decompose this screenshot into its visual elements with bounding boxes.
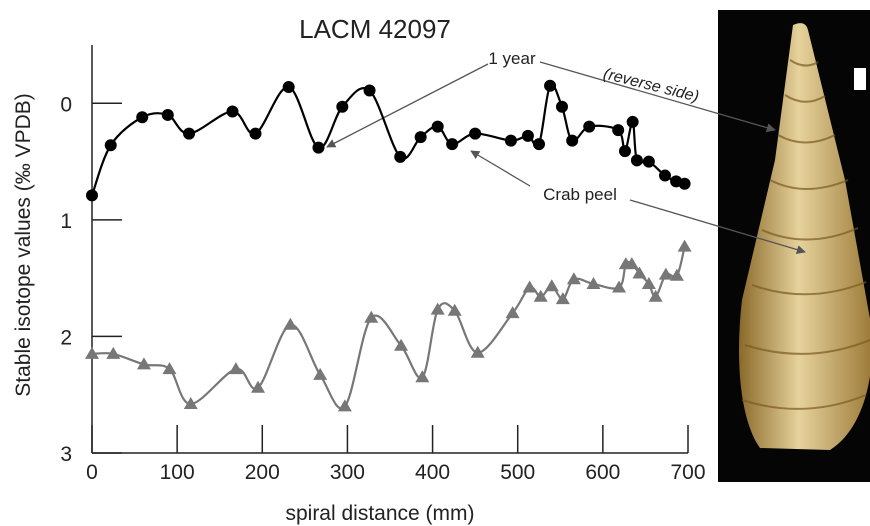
point — [447, 303, 462, 316]
point — [544, 79, 557, 92]
point — [430, 302, 445, 315]
point — [470, 345, 485, 358]
point — [504, 134, 517, 147]
point — [626, 115, 639, 128]
point — [624, 257, 639, 270]
shell-photo — [718, 10, 870, 482]
point — [337, 399, 352, 412]
point — [363, 84, 376, 97]
point — [431, 120, 444, 133]
point — [226, 105, 239, 118]
point — [612, 280, 627, 293]
point — [648, 289, 663, 302]
point — [251, 380, 266, 393]
point — [161, 108, 174, 121]
point — [183, 397, 198, 410]
point — [630, 154, 643, 167]
point — [336, 100, 349, 113]
x-tick-label: 0 — [86, 461, 98, 484]
x-tick-label: 700 — [670, 461, 705, 484]
point — [282, 80, 295, 93]
point — [566, 134, 579, 147]
point — [586, 276, 601, 289]
point — [249, 127, 262, 140]
point — [505, 306, 520, 319]
x-tick-label: 600 — [585, 461, 620, 484]
point — [669, 268, 684, 281]
point — [136, 357, 151, 370]
series-line — [91, 246, 686, 410]
point — [394, 150, 407, 163]
x-tick-label: 500 — [500, 461, 535, 484]
point — [104, 139, 117, 152]
point — [642, 155, 655, 168]
point — [677, 239, 692, 252]
point — [641, 276, 656, 289]
y-tick-label: 1 — [60, 210, 72, 233]
series-line — [90, 83, 685, 196]
point — [469, 127, 482, 140]
point — [522, 280, 537, 293]
point — [313, 367, 328, 380]
point — [659, 169, 672, 182]
annotation: (reverse side) — [602, 66, 701, 106]
point — [555, 100, 568, 113]
y-tick-label: 2 — [60, 326, 72, 349]
point — [312, 141, 325, 154]
point — [136, 111, 149, 124]
point — [85, 346, 99, 359]
point — [583, 120, 596, 133]
y-tick-label: 0 — [60, 93, 72, 116]
y-axis-label: Stable isotope values (‰ VPDB) — [12, 93, 35, 396]
x-tick-label: 300 — [330, 461, 365, 484]
point — [566, 272, 581, 285]
annotation: 1 year — [488, 49, 536, 68]
point — [162, 362, 177, 375]
point — [86, 189, 98, 202]
chart-title: LACM 42097 — [299, 14, 451, 44]
point — [533, 289, 548, 302]
point — [533, 138, 545, 151]
point — [183, 127, 196, 140]
point — [394, 338, 409, 351]
point — [612, 124, 625, 137]
point — [544, 279, 559, 292]
point — [415, 370, 430, 383]
annotation-arrows — [326, 61, 806, 255]
point — [632, 266, 647, 279]
point — [521, 129, 534, 142]
point — [283, 317, 298, 330]
annotation: Crab peel — [543, 185, 617, 204]
point — [658, 267, 673, 280]
point — [678, 177, 691, 190]
point — [618, 145, 631, 158]
x-tick-label: 100 — [160, 461, 195, 484]
point — [106, 346, 121, 359]
point — [228, 362, 243, 375]
x-axis-label: spiral distance (mm) — [285, 502, 474, 525]
point — [364, 310, 379, 323]
point — [555, 292, 570, 305]
x-tick-label: 400 — [415, 461, 450, 484]
y-tick-label: 3 — [60, 443, 72, 466]
x-tick-label: 200 — [245, 461, 280, 484]
point — [446, 138, 459, 151]
point — [414, 131, 427, 144]
